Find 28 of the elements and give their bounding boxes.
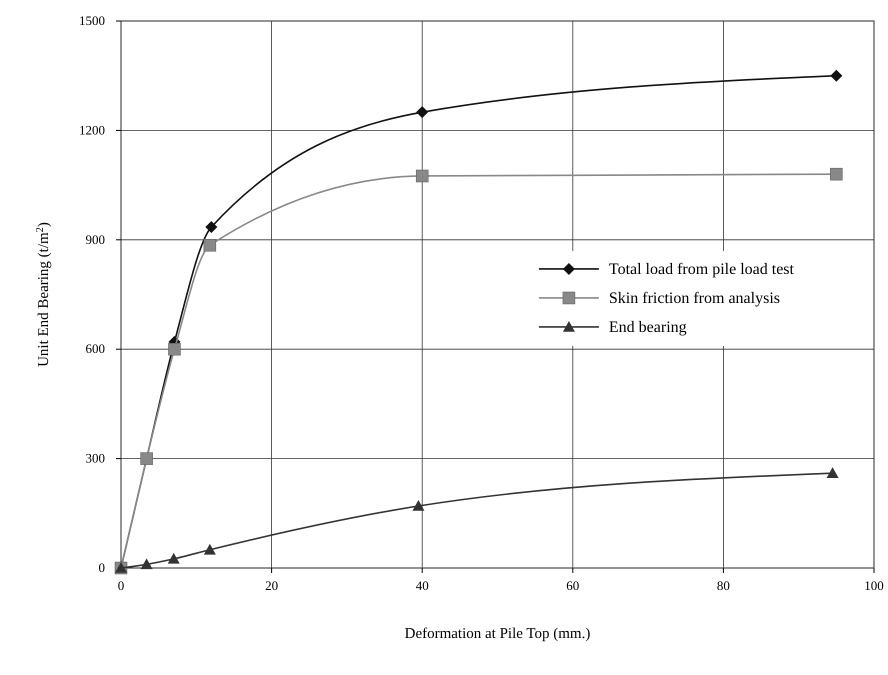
- y-tick-label: 1500: [79, 13, 105, 28]
- y-tick-label: 300: [86, 450, 105, 466]
- point: [168, 342, 181, 356]
- y-tick-label: 900: [86, 232, 105, 247]
- x-tick-label: 80: [716, 578, 730, 593]
- y-tick-label: 0: [98, 560, 105, 575]
- point: [204, 544, 216, 555]
- legend-label: Skin friction from analysis: [608, 290, 780, 307]
- point: [826, 467, 839, 478]
- point: [205, 221, 218, 234]
- point: [830, 168, 843, 180]
- point: [412, 500, 424, 511]
- point: [830, 70, 842, 82]
- x-tick-label: 60: [566, 578, 580, 593]
- y-tick-label: 600: [86, 341, 105, 356]
- point: [416, 106, 428, 118]
- y-tick-label: 1200: [79, 122, 105, 138]
- point: [168, 552, 180, 564]
- point: [416, 170, 428, 182]
- legend-label: End bearing: [608, 318, 687, 336]
- point: [204, 239, 216, 252]
- point: [140, 558, 153, 570]
- x-tick-label: 20: [265, 578, 278, 593]
- legend-label: Total load from pile load test: [608, 260, 795, 278]
- x-tick-label: 40: [416, 578, 429, 593]
- x-axis-title: Deformation at Pile Top (mm.): [404, 626, 590, 642]
- x-tick-label: 100: [864, 578, 884, 593]
- x-tick-label: 0: [118, 578, 124, 593]
